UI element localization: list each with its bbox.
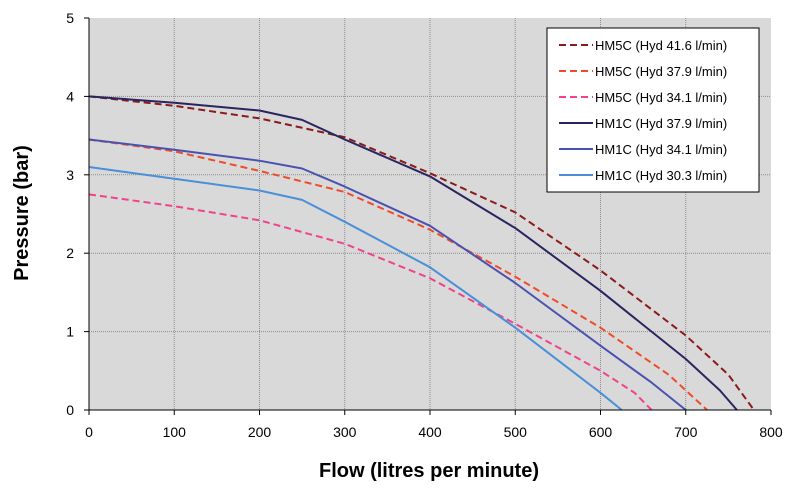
y-axis-title: Pressure (bar)	[11, 145, 33, 281]
x-tick-label: 500	[504, 424, 528, 440]
y-tick-label: 2	[66, 245, 74, 261]
y-tick-label: 1	[66, 324, 74, 340]
x-tick-label: 100	[163, 424, 187, 440]
x-tick-label: 600	[589, 424, 613, 440]
legend-label: HM5C (Hyd 37.9 l/min)	[595, 64, 727, 79]
legend-label: HM5C (Hyd 41.6 l/min)	[595, 38, 727, 53]
legend-label: HM5C (Hyd 34.1 l/min)	[595, 90, 727, 105]
y-tick-label: 5	[66, 10, 74, 26]
x-tick-label: 0	[85, 424, 93, 440]
x-tick-label: 200	[248, 424, 272, 440]
x-tick-label: 400	[418, 424, 442, 440]
y-tick-label: 3	[66, 167, 74, 183]
y-tick-label: 0	[66, 402, 74, 418]
x-tick-label: 300	[333, 424, 357, 440]
x-tick-label: 700	[674, 424, 698, 440]
legend-label: HM1C (Hyd 37.9 l/min)	[595, 116, 727, 131]
y-tick-label: 4	[66, 88, 74, 104]
x-axis-title: Flow (litres per minute)	[319, 460, 539, 482]
x-tick-label: 800	[759, 424, 783, 440]
legend-label: HM1C (Hyd 34.1 l/min)	[595, 142, 727, 157]
legend-label: HM1C (Hyd 30.3 l/min)	[595, 168, 727, 183]
